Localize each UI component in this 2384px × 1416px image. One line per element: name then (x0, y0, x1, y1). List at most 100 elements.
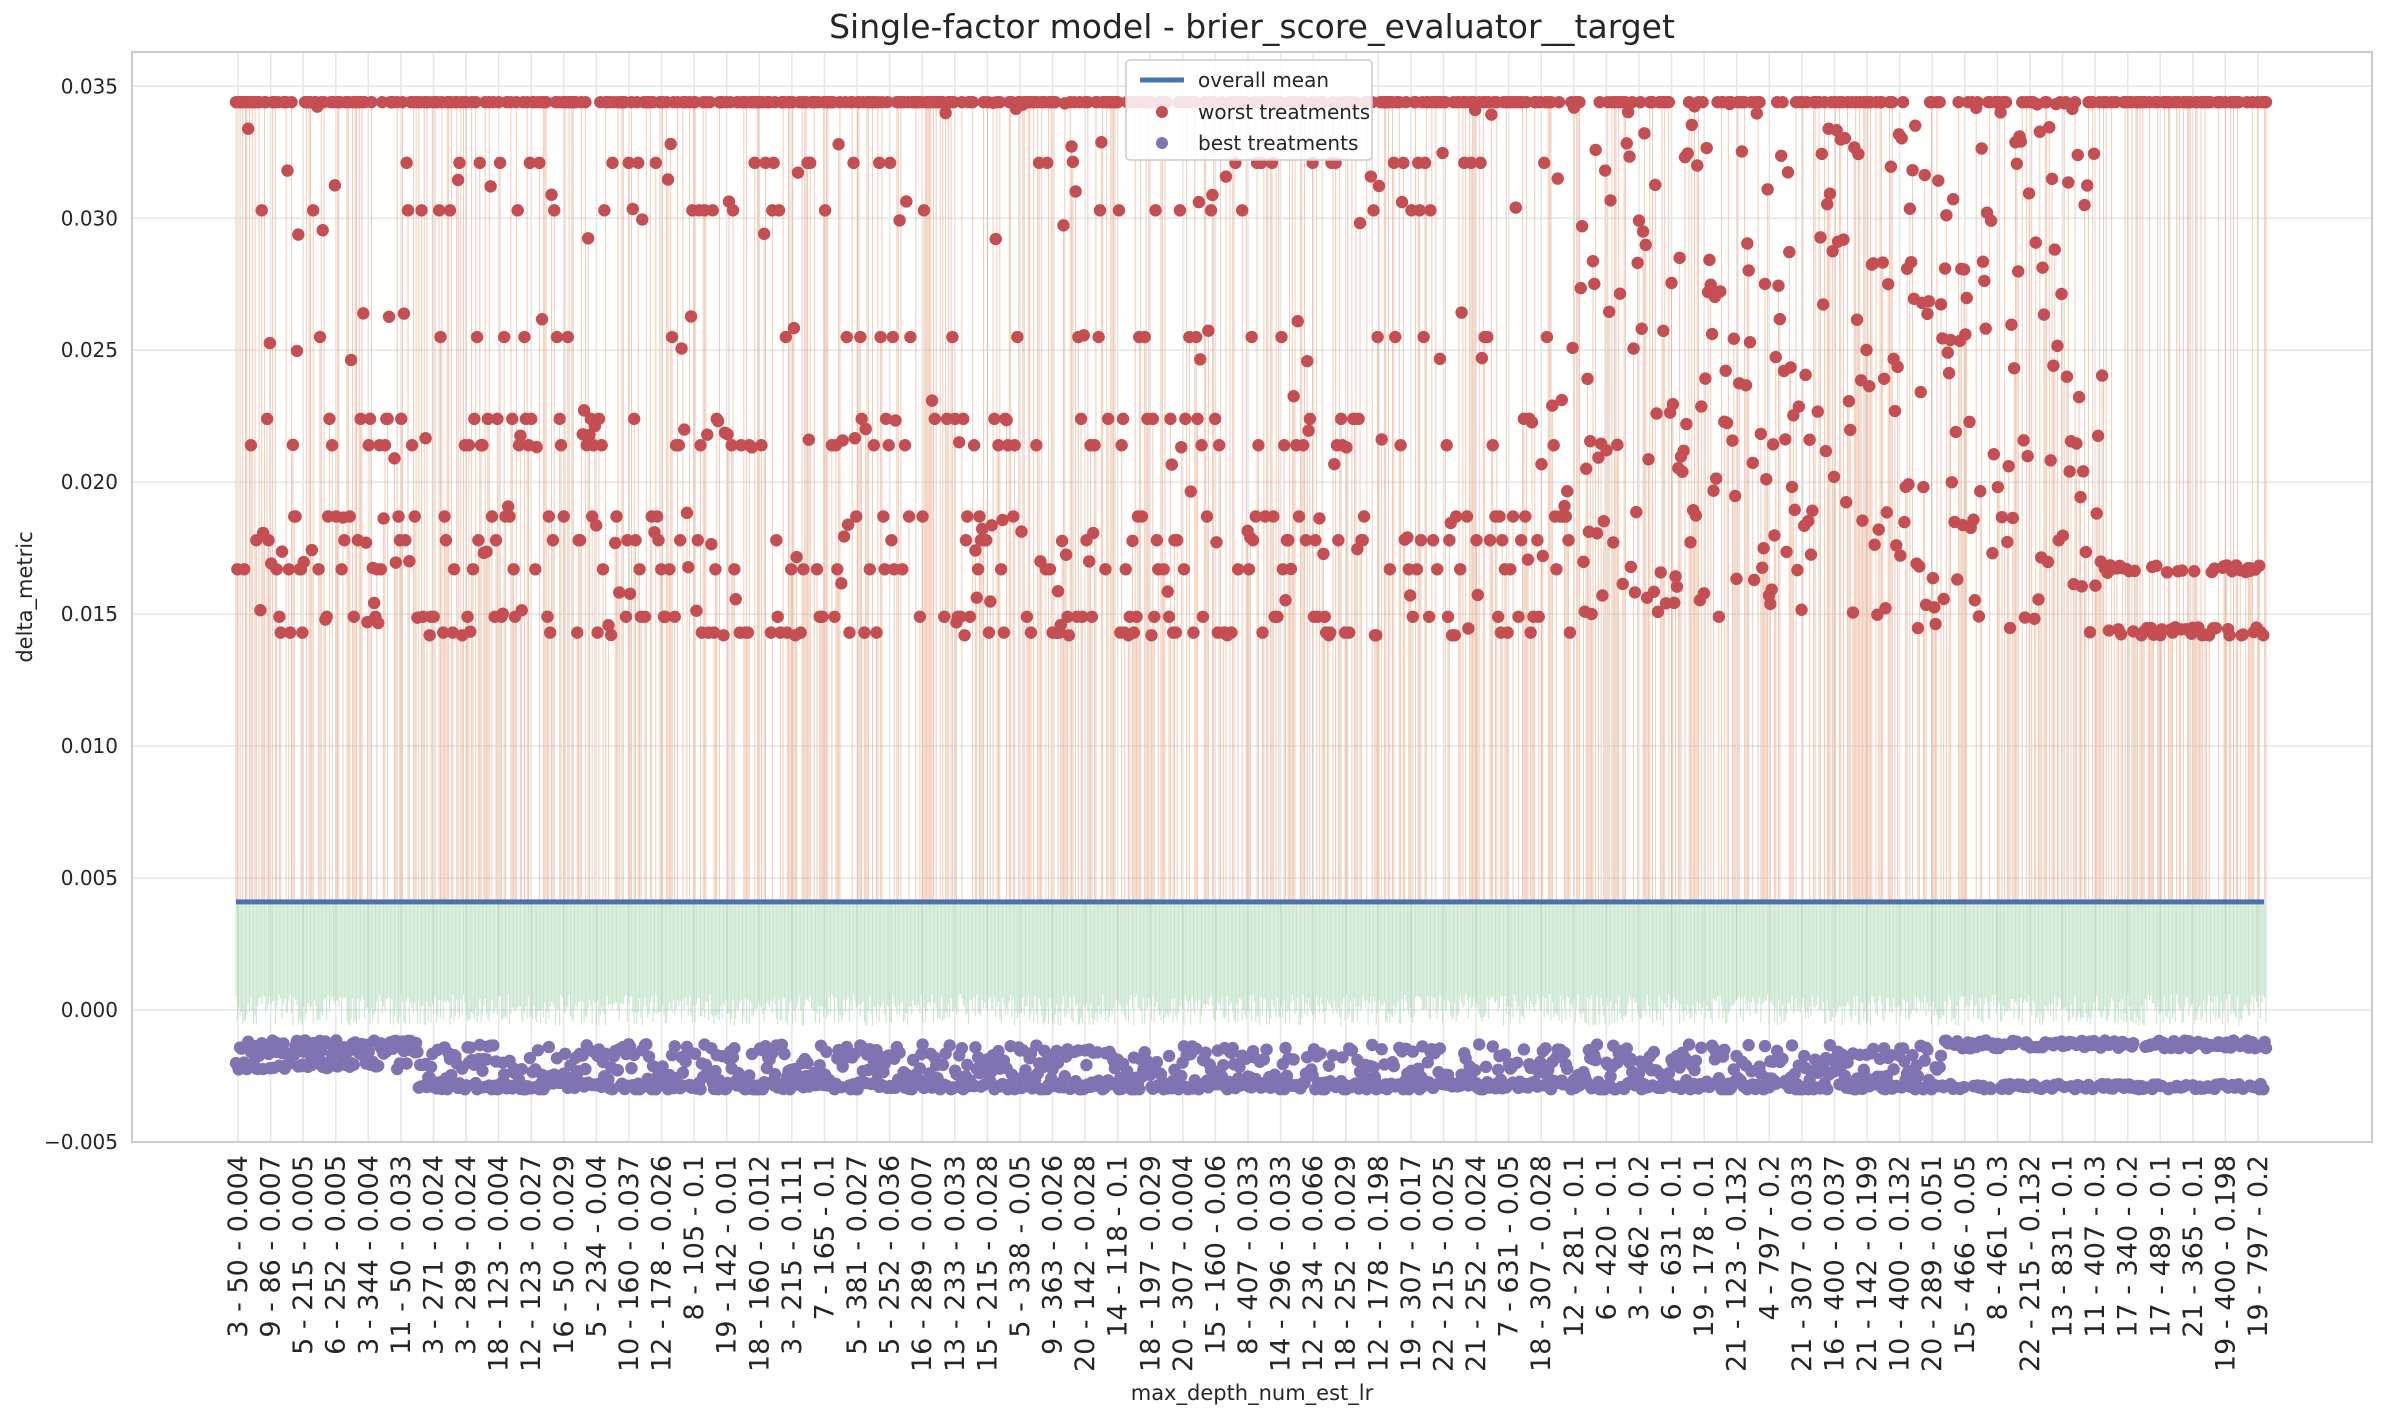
worst-point (916, 510, 929, 523)
worst-point (1252, 439, 1265, 452)
worst-point (1699, 372, 1712, 385)
worst-point (1387, 156, 1401, 170)
worst-point (1991, 480, 2005, 494)
worst-point (1356, 534, 1369, 547)
best-point (1375, 1043, 1388, 1056)
worst-point (2259, 95, 2273, 109)
worst-point (1138, 330, 1151, 344)
worst-point (2102, 624, 2116, 637)
worst-point (818, 204, 832, 217)
worst-point (1819, 444, 1833, 458)
worst-point (1575, 220, 1589, 233)
worst-point (1299, 534, 1313, 547)
worst-point (1426, 534, 1440, 547)
worst-point (1957, 263, 1971, 276)
worst-point (469, 95, 482, 109)
worst-point (548, 204, 561, 217)
worst-point (627, 412, 641, 426)
worst-point (1764, 597, 1777, 611)
worst-point (957, 412, 970, 426)
worst-point (1922, 295, 1935, 308)
best-point (347, 1058, 361, 1071)
worst-point (1995, 510, 2009, 524)
worst-point (703, 95, 717, 109)
worst-point (1204, 204, 1218, 217)
worst-point (1971, 95, 1984, 109)
worst-point (1623, 150, 1636, 163)
best-point (1624, 1052, 1638, 1066)
worst-point (1739, 379, 1753, 392)
worst-point (1555, 393, 1568, 407)
worst-point (831, 563, 844, 576)
worst-point (497, 330, 511, 344)
worst-point (898, 439, 912, 452)
worst-point (1177, 563, 1191, 576)
worst-point (1431, 563, 1444, 576)
worst-point (1902, 478, 1915, 491)
worst-point (461, 610, 474, 623)
worst-point (816, 610, 829, 623)
worst-point (835, 577, 848, 590)
worst-point (874, 330, 887, 344)
best-point (542, 1040, 556, 1054)
worst-point (1746, 456, 1759, 470)
worst-point (1895, 132, 1908, 145)
worst-point (274, 626, 287, 639)
best-point (1682, 1038, 1696, 1051)
worst-point (1577, 555, 1590, 569)
worst-point (1758, 277, 1772, 291)
worst-point (577, 404, 591, 417)
worst-point (1768, 529, 1781, 542)
worst-point (541, 610, 554, 623)
best-point (1260, 1043, 1273, 1056)
best-point (768, 1068, 782, 1081)
worst-point (1657, 324, 1670, 338)
worst-point (335, 563, 348, 576)
worst-point (1249, 510, 1262, 523)
worst-point (1921, 307, 1934, 321)
worst-point (843, 626, 856, 639)
worst-point (1872, 523, 1885, 536)
worst-point (1413, 204, 1426, 217)
worst-point (772, 204, 786, 217)
worst-point (675, 342, 688, 355)
worst-point (1876, 256, 1889, 269)
best-point (611, 1064, 625, 1077)
best-point (1189, 1042, 1203, 1055)
worst-point (877, 510, 890, 523)
worst-point (2188, 565, 2201, 578)
worst-point (1394, 439, 1407, 452)
worst-point (925, 394, 939, 407)
worst-point (1844, 423, 1857, 437)
worst-point (2070, 437, 2083, 450)
worst-point (443, 204, 457, 217)
worst-point (878, 563, 891, 576)
worst-point (523, 156, 537, 170)
worst-point (434, 330, 447, 344)
worst-point (1596, 589, 1609, 602)
worst-point (1030, 439, 1043, 452)
worst-point (2175, 564, 2189, 577)
worst-point (980, 534, 993, 547)
best-point (1590, 1038, 1604, 1051)
worst-point (1756, 561, 1769, 574)
best-point (1322, 1059, 1336, 1072)
worst-point (286, 438, 300, 452)
worst-point (290, 344, 304, 358)
worst-point (1440, 439, 1453, 452)
worst-point (1173, 204, 1187, 217)
worst-point (550, 330, 564, 344)
worst-point (1561, 485, 1574, 498)
worst-point (2076, 465, 2090, 478)
worst-point (388, 452, 401, 465)
worst-point (2022, 187, 2036, 200)
worst-point (1536, 549, 1550, 563)
worst-point (610, 510, 623, 523)
best-point (576, 1049, 589, 1062)
worst-point (1242, 563, 1256, 576)
worst-point (1061, 610, 1074, 623)
worst-point (1814, 231, 1827, 244)
worst-point (1187, 626, 1200, 639)
worst-point (623, 587, 637, 600)
